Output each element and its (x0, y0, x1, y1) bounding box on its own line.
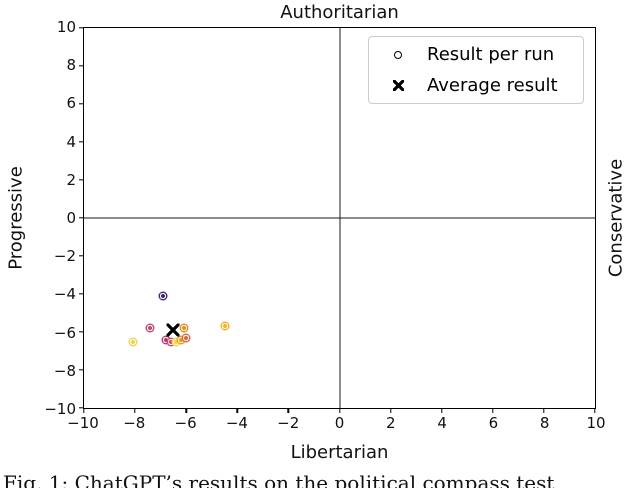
y-axis-tick-label: −2 (53, 247, 76, 266)
y-axis-tick-label: 0 (66, 209, 76, 227)
y-axis-label-left: Progressive (5, 166, 27, 270)
x-axis-tick (236, 408, 238, 413)
x-axis-tick (287, 408, 290, 413)
x-axis-tick-label: −8 (123, 414, 146, 432)
y-axis-tick (79, 27, 84, 29)
legend: Result per run Average result (368, 36, 584, 104)
y-axis-tick (79, 217, 84, 219)
top-axis-title: Authoritarian (280, 2, 399, 23)
run-result-point (181, 333, 191, 343)
y-axis-tick (79, 331, 84, 333)
legend-entry-runs: Result per run (369, 41, 583, 68)
x-axis-tick (338, 408, 341, 413)
run-result-point (166, 337, 176, 346)
x-axis-tick-label: 6 (488, 414, 499, 432)
y-axis-tick (79, 179, 84, 181)
x-axis-tick (492, 408, 494, 413)
y-axis-tick (79, 65, 84, 67)
x-axis-label: Libertarian (290, 442, 389, 463)
x-axis-tick-label: −4 (225, 414, 248, 432)
x-axis-tick-label: −2 (277, 414, 300, 432)
average-result-marker (166, 323, 180, 337)
legend-marker-cell (369, 50, 427, 59)
run-result-point (176, 335, 186, 345)
y-axis-tick-label: 2 (66, 170, 76, 189)
circle-marker-icon (394, 50, 402, 59)
y-axis-tick-label: −8 (53, 361, 76, 380)
run-result-point (161, 335, 171, 345)
run-result-point (145, 323, 155, 333)
x-axis-tick (389, 408, 392, 413)
y-axis-label-right: Conservative (605, 158, 627, 278)
y-zero-gridline (84, 217, 595, 219)
x-axis-tick-label: −10 (67, 414, 99, 432)
x-marker-icon (392, 80, 404, 91)
x-axis-tick (185, 408, 187, 413)
run-result-point (128, 337, 138, 346)
run-result-point (158, 291, 168, 301)
x-axis-tick (83, 408, 85, 413)
y-axis-tick-label: 4 (66, 132, 76, 151)
y-axis-tick-label: −6 (53, 323, 76, 342)
y-axis-tick (79, 103, 84, 105)
y-axis-tick-label: −10 (44, 400, 76, 418)
y-axis-tick (79, 141, 84, 143)
y-axis-tick-label: 8 (66, 56, 76, 75)
run-result-point (171, 337, 181, 346)
run-result-point (220, 321, 230, 331)
x-axis-tick (543, 408, 545, 413)
x-axis-tick-label: 0 (334, 414, 345, 432)
figure-caption: Fig. 1: ChatGPT’s results on the politic… (3, 471, 555, 488)
y-axis-tick-label: 10 (56, 18, 76, 36)
x-axis-tick (440, 408, 443, 413)
y-axis-tick (79, 369, 84, 371)
x-axis-tick-label: −6 (174, 414, 197, 432)
legend-label: Result per run (427, 44, 555, 65)
y-axis-tick (79, 255, 84, 257)
x-axis-tick (134, 408, 136, 413)
legend-label: Average result (427, 75, 558, 96)
y-axis-tick (79, 293, 84, 295)
x-axis-tick-label: 4 (437, 414, 447, 432)
legend-marker-cell (369, 80, 427, 91)
run-result-point (179, 323, 189, 333)
legend-entry-average: Average result (369, 72, 583, 99)
y-axis-tick-label: −4 (53, 285, 76, 304)
y-axis-tick-label: 6 (66, 94, 76, 113)
y-axis-tick (79, 407, 84, 409)
x-axis-tick (594, 408, 596, 413)
x-axis-tick-label: 2 (386, 414, 396, 432)
x-axis-tick-label: 10 (586, 414, 606, 432)
x-axis-tick-label: 8 (539, 414, 550, 432)
